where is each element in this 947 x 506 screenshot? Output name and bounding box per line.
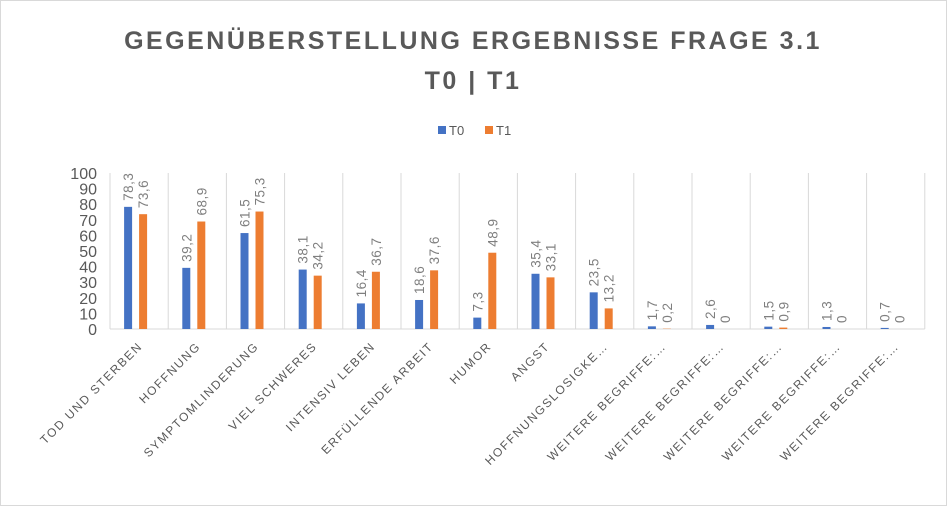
legend-label-t1: T1 bbox=[496, 123, 511, 138]
bar-t0 bbox=[706, 324, 715, 329]
data-label-t1: 0 bbox=[835, 315, 850, 323]
y-tick-label: 10 bbox=[79, 306, 97, 323]
data-label-t1: 0,2 bbox=[660, 302, 675, 322]
bar-t0 bbox=[531, 273, 540, 329]
data-label-t0: 18,6 bbox=[412, 266, 427, 294]
legend-label-t0: T0 bbox=[449, 123, 464, 138]
bar-t0 bbox=[589, 292, 598, 329]
data-label-t1: 0,9 bbox=[776, 301, 791, 321]
bar-t0 bbox=[822, 326, 831, 329]
bar-t0 bbox=[473, 317, 482, 329]
bar-t0 bbox=[298, 269, 307, 329]
y-tick-label: 100 bbox=[70, 166, 97, 183]
legend-swatch-t1 bbox=[485, 126, 493, 134]
data-label-t0: 1,7 bbox=[645, 300, 660, 320]
chart-subtitle: T0 | T1 bbox=[425, 67, 522, 95]
data-label-t0: 61,5 bbox=[238, 199, 253, 227]
data-label-t0: 35,4 bbox=[529, 239, 544, 267]
data-label-t0: 2,6 bbox=[703, 299, 718, 319]
data-label-t0: 1,5 bbox=[761, 300, 776, 320]
data-label-t1: 13,2 bbox=[602, 274, 617, 302]
bar-t0 bbox=[764, 326, 773, 329]
x-tick-label: WEITERE BEGRIFFE:… bbox=[603, 339, 728, 464]
bar-t0 bbox=[240, 233, 249, 329]
y-tick-label: 80 bbox=[79, 197, 97, 214]
data-label-t0: 38,1 bbox=[296, 235, 311, 263]
bar-t1 bbox=[371, 271, 380, 329]
data-label-t0: 39,2 bbox=[179, 234, 194, 262]
bar-t1 bbox=[313, 275, 322, 329]
y-tick-label: 0 bbox=[88, 322, 97, 339]
bars: 78,3 73,6 39,2 68,9 61,575,3 38,1 34,2 16,436,7… bbox=[121, 173, 908, 329]
legend-swatch-t0 bbox=[438, 126, 446, 134]
bar-t1 bbox=[779, 327, 788, 329]
data-label-t1: 34,2 bbox=[311, 241, 326, 269]
y-tick-label: 50 bbox=[79, 244, 97, 261]
bar-t0 bbox=[647, 326, 656, 329]
x-tick-label: WEITERE BEGRIFFE:… bbox=[777, 339, 902, 464]
x-tick-label: WEITERE BEGRIFFE:… bbox=[719, 339, 844, 464]
bar-t0 bbox=[182, 267, 191, 329]
bar-t1 bbox=[139, 214, 148, 329]
x-tick-label: WEITERE BEGRIFFE:… bbox=[661, 339, 786, 464]
y-tick-label: 90 bbox=[79, 182, 97, 199]
bar-t1 bbox=[488, 252, 497, 329]
bar-t1 bbox=[255, 211, 264, 329]
data-label-t0: 16,4 bbox=[354, 269, 369, 297]
x-axis: TOD UND STERBENHOFFNUNGSYMPTOMLINDERUNGV… bbox=[37, 339, 901, 468]
bar-t0 bbox=[356, 303, 365, 329]
y-tick-label: 60 bbox=[79, 228, 97, 245]
x-tick-label: HOFFNUNGSLOSIGKE… bbox=[482, 339, 611, 468]
x-tick-label: ANGST bbox=[508, 339, 553, 384]
data-label-t1: 73,6 bbox=[136, 180, 151, 208]
bar-t1 bbox=[430, 270, 439, 329]
x-tick-label: HUMOR bbox=[447, 339, 495, 387]
data-label-t0: 78,3 bbox=[121, 173, 136, 201]
data-label-t1: 0 bbox=[718, 315, 733, 323]
data-label-t0: 23,5 bbox=[587, 258, 602, 286]
y-tick-label: 70 bbox=[79, 213, 97, 230]
x-tick-label: SYMPTOMLINDERUNG bbox=[141, 339, 262, 460]
y-tick-label: 40 bbox=[79, 260, 97, 277]
y-tick-label: 20 bbox=[79, 291, 97, 308]
x-tick-label: TOD UND STERBEN bbox=[37, 339, 145, 447]
bar-t0 bbox=[124, 206, 133, 329]
data-label-t1: 36,7 bbox=[369, 237, 384, 265]
data-label-t1: 0 bbox=[893, 315, 908, 323]
data-label-t1: 33,1 bbox=[544, 243, 559, 271]
data-label-t1: 37,6 bbox=[427, 236, 442, 264]
legend: T0 T1 bbox=[438, 123, 511, 138]
data-label-t1: 48,9 bbox=[485, 218, 500, 246]
data-label-t1: 68,9 bbox=[194, 187, 209, 215]
data-label-t0: 1,3 bbox=[820, 301, 835, 321]
bar-t0 bbox=[880, 327, 889, 329]
grid bbox=[109, 173, 926, 330]
bar-t1 bbox=[604, 308, 613, 329]
bar-t1 bbox=[546, 277, 555, 329]
data-label-t1: 75,3 bbox=[253, 177, 268, 205]
data-label-t0: 7,3 bbox=[470, 291, 485, 311]
bar-t0 bbox=[415, 299, 424, 329]
y-tick-label: 30 bbox=[79, 275, 97, 292]
bar-t1 bbox=[197, 221, 206, 329]
chart-title: GEGENÜBERSTELLUNG ERGEBNISSE FRAGE 3.1 bbox=[124, 26, 822, 55]
x-tick-label: WEITERE BEGRIFFE:… bbox=[544, 339, 669, 464]
data-label-t0: 0,7 bbox=[878, 302, 893, 322]
x-tick-label: ERFÜLLENDE ARBEIT bbox=[318, 339, 436, 457]
